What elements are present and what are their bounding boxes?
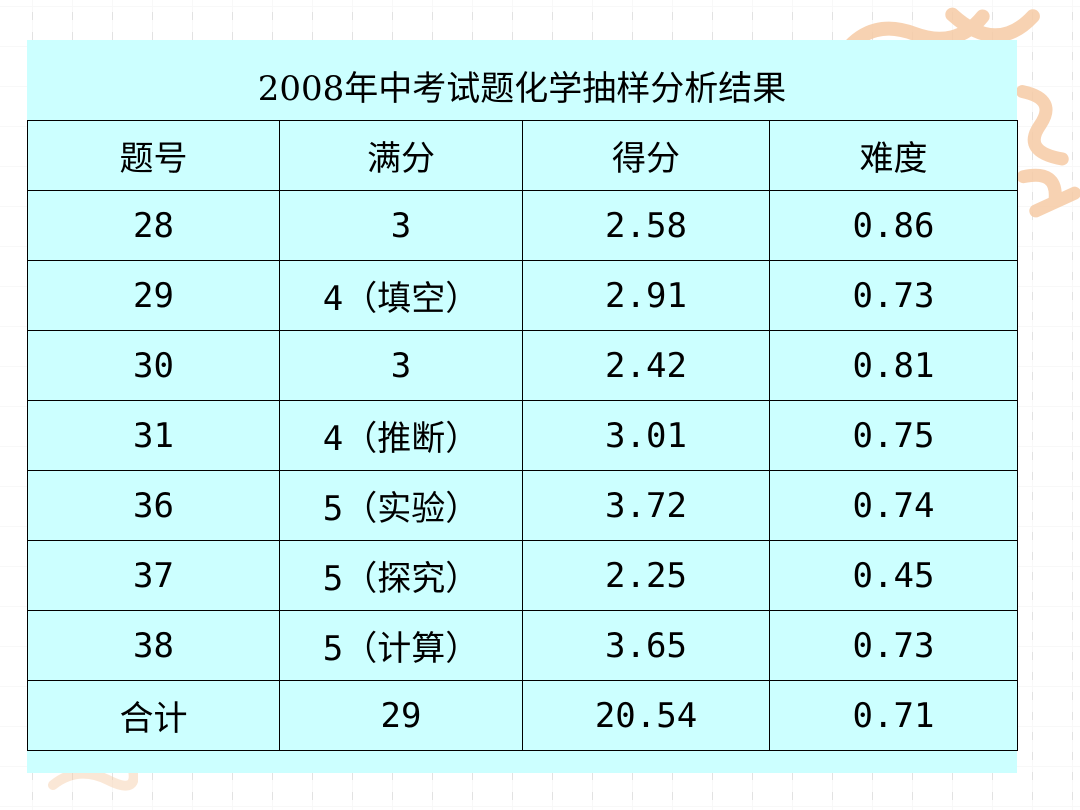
header-full-score: 满分 <box>279 120 523 191</box>
cell-full-score: 3 <box>279 330 523 401</box>
cell-total-label: 合计 <box>27 680 280 751</box>
header-difficulty: 难度 <box>769 120 1018 191</box>
cell-full-score: 3 <box>279 190 523 261</box>
cell-score: 3.72 <box>522 470 770 541</box>
cell-question-number: 38 <box>27 610 280 681</box>
cell-full-score: 4（推断） <box>279 400 523 471</box>
table-header-row: 题号 满分 得分 难度 <box>27 120 1018 191</box>
analysis-table-panel: 2008年中考试题化学抽样分析结果 题号 满分 得分 难度 28 3 2.58 … <box>27 40 1018 773</box>
cell-score: 2.58 <box>522 190 770 261</box>
table-row: 29 4（填空） 2.91 0.73 <box>27 260 1018 331</box>
analysis-table: 题号 满分 得分 难度 28 3 2.58 0.86 29 4（填空） 2.91… <box>27 120 1018 751</box>
cell-question-number: 36 <box>27 470 280 541</box>
cell-score: 3.65 <box>522 610 770 681</box>
table-row: 28 3 2.58 0.86 <box>27 190 1018 261</box>
cell-difficulty: 0.73 <box>769 610 1018 681</box>
cell-difficulty: 0.73 <box>769 260 1018 331</box>
header-score: 得分 <box>522 120 770 191</box>
cell-question-number: 30 <box>27 330 280 401</box>
cell-score: 2.91 <box>522 260 770 331</box>
header-question-number: 题号 <box>27 120 280 191</box>
cell-score: 2.25 <box>522 540 770 611</box>
table-row: 38 5（计算） 3.65 0.73 <box>27 610 1018 681</box>
cell-difficulty: 0.86 <box>769 190 1018 261</box>
table-total-row: 合计 29 20.54 0.71 <box>27 680 1018 751</box>
cell-difficulty: 0.74 <box>769 470 1018 541</box>
cell-full-score: 5（探究） <box>279 540 523 611</box>
table-row: 31 4（推断） 3.01 0.75 <box>27 400 1018 471</box>
table-row: 37 5（探究） 2.25 0.45 <box>27 540 1018 611</box>
cell-score: 2.42 <box>522 330 770 401</box>
cell-full-score: 5（计算） <box>279 610 523 681</box>
cell-question-number: 31 <box>27 400 280 471</box>
cell-difficulty: 0.45 <box>769 540 1018 611</box>
cell-total-difficulty: 0.71 <box>769 680 1018 751</box>
table-row: 36 5（实验） 3.72 0.74 <box>27 470 1018 541</box>
cell-total-score: 20.54 <box>522 680 770 751</box>
table-row: 30 3 2.42 0.81 <box>27 330 1018 401</box>
cell-total-full-score: 29 <box>279 680 523 751</box>
cell-difficulty: 0.81 <box>769 330 1018 401</box>
table-title: 2008年中考试题化学抽样分析结果 <box>257 69 787 109</box>
cell-question-number: 37 <box>27 540 280 611</box>
cell-question-number: 29 <box>27 260 280 331</box>
cell-difficulty: 0.75 <box>769 400 1018 471</box>
cell-full-score: 4（填空） <box>279 260 523 331</box>
cell-question-number: 28 <box>27 190 280 261</box>
cell-score: 3.01 <box>522 400 770 471</box>
cell-full-score: 5（实验） <box>279 470 523 541</box>
